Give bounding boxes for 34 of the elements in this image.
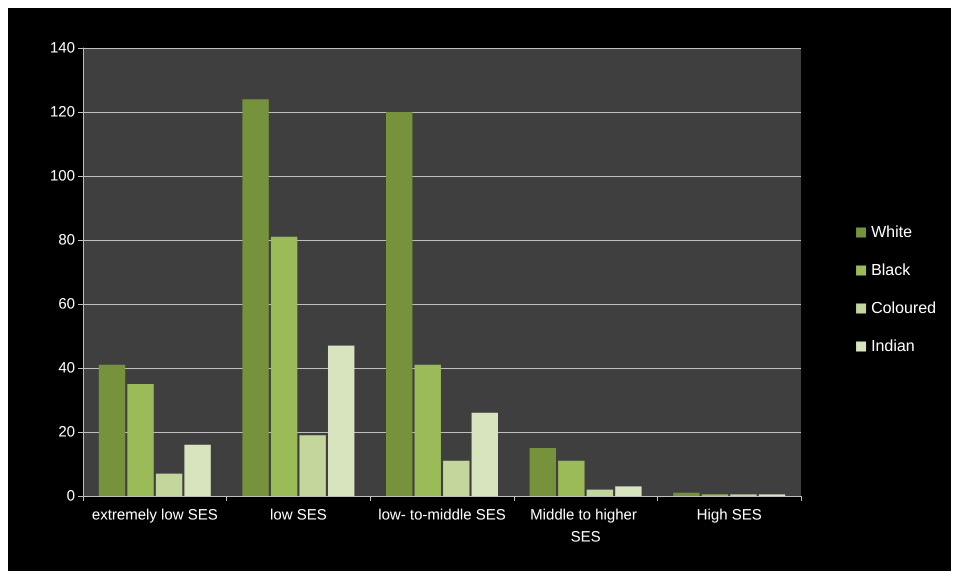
- bar: [673, 492, 700, 496]
- bar: [558, 460, 585, 496]
- legend-label: White: [871, 224, 912, 241]
- y-tick-label: 20: [58, 424, 75, 440]
- y-tick-label: 0: [66, 488, 75, 504]
- bar: [615, 486, 642, 496]
- bar: [328, 346, 354, 496]
- bar: [386, 112, 412, 496]
- bar: [127, 384, 154, 496]
- x-tick-label: High SES: [696, 506, 762, 524]
- bar: [270, 236, 298, 496]
- bar: [156, 474, 182, 496]
- bar: [242, 99, 269, 496]
- x-tick-label: extremely low SES: [92, 506, 218, 524]
- bar: [530, 448, 556, 496]
- bar: [586, 490, 614, 496]
- bar: [299, 435, 326, 496]
- y-tick-label: 80: [58, 232, 75, 248]
- legend-label: Indian: [871, 338, 915, 355]
- bar: [414, 364, 441, 496]
- legend-label: Black: [871, 262, 912, 279]
- y-tick-label: 40: [58, 360, 75, 376]
- x-tick-label: low SES: [270, 506, 327, 524]
- y-tick-label: 120: [50, 104, 75, 120]
- x-tick-label: Middle to higher SES: [530, 506, 642, 546]
- bar: [98, 364, 126, 496]
- bar: [443, 460, 470, 496]
- bar: [472, 412, 498, 496]
- bar: [184, 444, 211, 496]
- y-tick-label: 140: [50, 40, 75, 56]
- y-tick-label: 60: [58, 296, 75, 312]
- y-tick-label: 100: [50, 168, 75, 184]
- legend-label: Coloured: [871, 300, 936, 317]
- x-tick-label: low- to-middle SES: [378, 506, 506, 524]
